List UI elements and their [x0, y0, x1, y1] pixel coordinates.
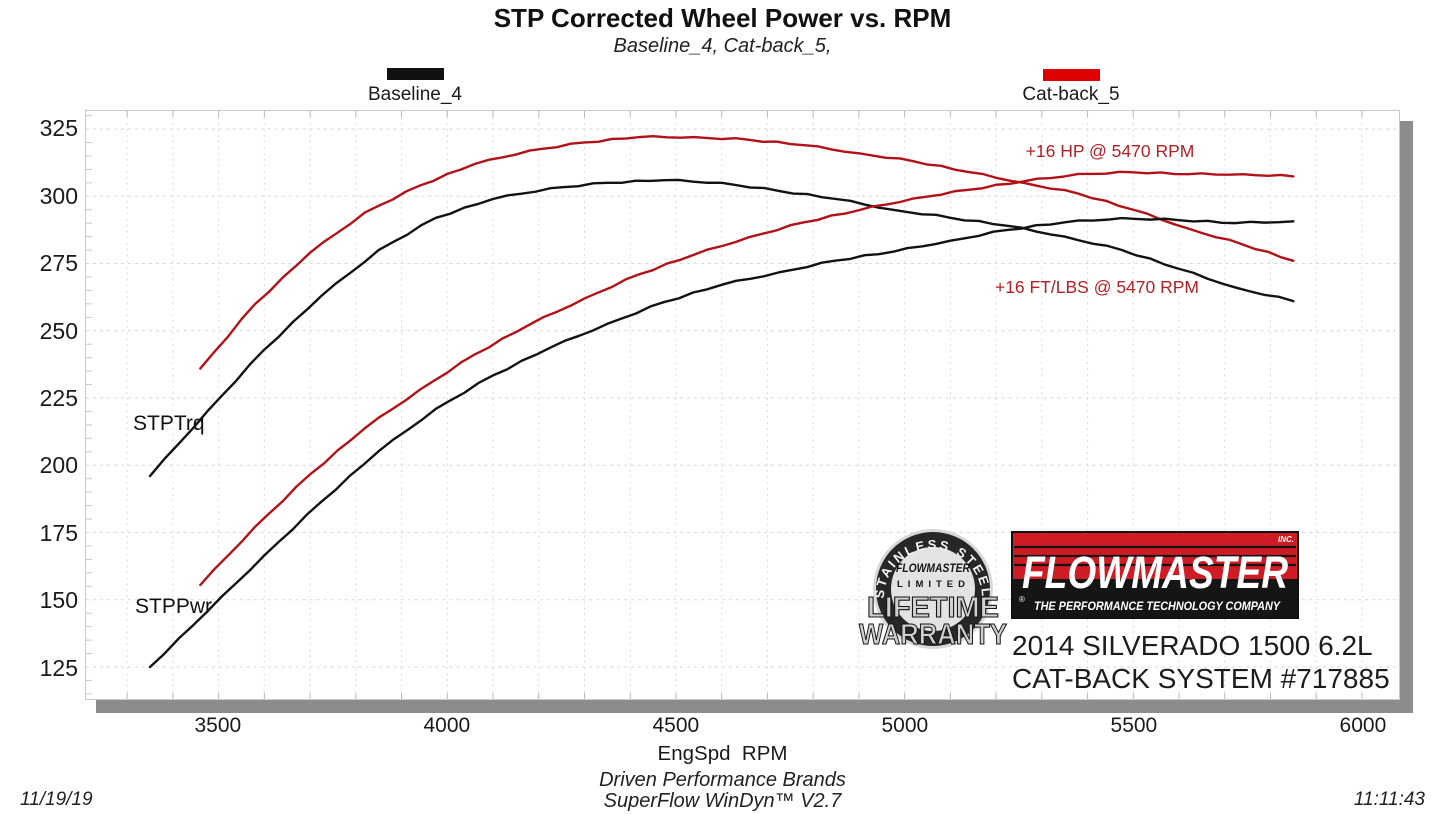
- logo-inc-text: INC.: [1278, 535, 1294, 544]
- footer-software-line: SuperFlow WinDyn™ V2.7: [603, 790, 842, 812]
- curve-cat-back-5-stppwr: [199, 170, 1295, 587]
- y-tick-label: 325: [39, 115, 78, 142]
- torque-curve-label: STPTrq: [133, 412, 205, 435]
- legend-label-catback: Cat-back_5: [1022, 84, 1120, 105]
- x-tick-label: 4500: [652, 714, 700, 737]
- legend-swatch-baseline: [387, 68, 444, 80]
- x-tick-label: 5500: [1110, 714, 1158, 737]
- vehicle-line-2: CAT-BACK SYSTEM #717885: [1012, 663, 1390, 694]
- badge-inner-circle: [891, 547, 975, 631]
- vehicle-line-1: 2014 SILVERADO 1500 6.2L: [1012, 630, 1373, 661]
- vehicle-description: 2014 SILVERADO 1500 6.2L CAT-BACK SYSTEM…: [1012, 629, 1390, 695]
- y-tick-label: 250: [39, 317, 78, 344]
- badge-limited-text: LIMITED: [897, 579, 969, 590]
- x-tick-label: 4000: [423, 714, 471, 737]
- curve-baseline-4-stptrq: [148, 178, 1295, 478]
- plot-shadow-bottom: [96, 700, 1413, 713]
- logo-black-band: [1011, 579, 1299, 619]
- hp-gain-annotation: +16 HP @ 5470 RPM: [1025, 141, 1195, 161]
- x-tick-label: 6000: [1339, 714, 1387, 737]
- power-curve-label: STPPwr: [135, 595, 213, 618]
- y-tick-label: 175: [39, 519, 78, 546]
- badge-warranty-text: WARRANTY: [859, 619, 1007, 651]
- curve-baseline-4-stppwr: [148, 216, 1295, 669]
- x-tick-label: 5000: [881, 714, 929, 737]
- logo-registered-mark: ®: [1019, 595, 1025, 604]
- flowmaster-logo: FLOWMASTER INC. ® THE PERFORMANCE TECHNO…: [1011, 531, 1299, 619]
- x-tick-label: 3500: [194, 714, 242, 737]
- x-axis-title: EngSpd RPM: [657, 742, 788, 765]
- y-tick-label: 275: [39, 250, 78, 277]
- curve-cat-back-5-stptrq: [199, 135, 1295, 370]
- y-tick-label: 150: [39, 587, 78, 614]
- legend-swatch-catback: [1043, 69, 1100, 81]
- chart-subtitle: Baseline_4, Cat-back_5,: [613, 35, 832, 57]
- footer-date: 11/19/19: [20, 789, 93, 810]
- legend-label-baseline: Baseline_4: [367, 84, 463, 105]
- logo-tagline: THE PERFORMANCE TECHNOLOGY COMPANY: [1034, 601, 1281, 613]
- badge-brand-text: FLOWMASTER: [896, 561, 970, 575]
- logo-border: [1011, 531, 1299, 619]
- lifetime-warranty-badge: STAINLESS STEEL FLOWMASTER LIMITED LIFET…: [858, 529, 1008, 652]
- plot-area: [85, 110, 1400, 700]
- y-tick-label: 300: [39, 182, 78, 209]
- footer-time: 11:11:43: [1353, 789, 1425, 810]
- plot-shadow-right: [1400, 121, 1413, 713]
- torque-gain-annotation: +16 FT/LBS @ 5470 RPM: [994, 277, 1200, 297]
- logo-wordmark: FLOWMASTER: [1022, 547, 1288, 598]
- dyno-curves-chart: [86, 111, 1399, 699]
- badge-lifetime-text: LIFETIME: [867, 592, 999, 624]
- footer-brand-line: Driven Performance Brands: [599, 769, 846, 791]
- y-tick-label: 225: [39, 384, 78, 411]
- chart-title: STP Corrected Wheel Power vs. RPM: [493, 3, 952, 33]
- y-tick-label: 125: [39, 654, 78, 681]
- y-tick-label: 200: [39, 452, 78, 479]
